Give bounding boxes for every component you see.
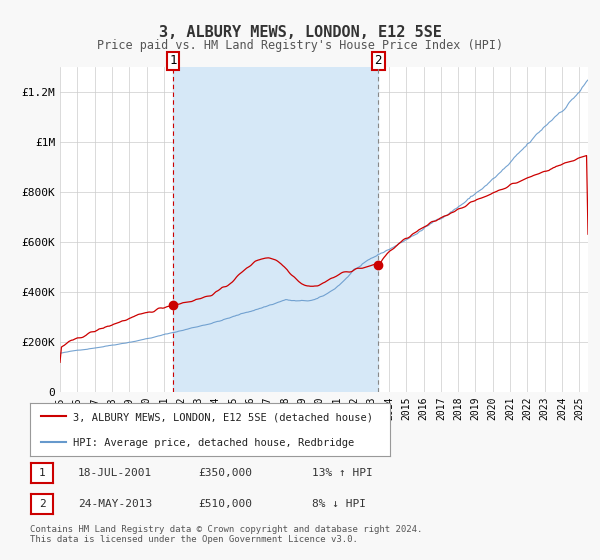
Text: £350,000: £350,000 (198, 468, 252, 478)
Text: 1: 1 (169, 54, 177, 67)
Text: 18-JUL-2001: 18-JUL-2001 (78, 468, 152, 478)
Text: 8% ↓ HPI: 8% ↓ HPI (312, 499, 366, 509)
Text: 3, ALBURY MEWS, LONDON, E12 5SE: 3, ALBURY MEWS, LONDON, E12 5SE (158, 25, 442, 40)
Text: £510,000: £510,000 (198, 499, 252, 509)
Bar (173, 67, 379, 392)
Text: 2: 2 (38, 499, 46, 509)
Text: HPI: Average price, detached house, Redbridge: HPI: Average price, detached house, Redb… (73, 437, 355, 447)
Text: Contains HM Land Registry data © Crown copyright and database right 2024.
This d: Contains HM Land Registry data © Crown c… (30, 525, 422, 544)
Text: Price paid vs. HM Land Registry's House Price Index (HPI): Price paid vs. HM Land Registry's House … (97, 39, 503, 52)
Text: 24-MAY-2013: 24-MAY-2013 (78, 499, 152, 509)
Text: 1: 1 (38, 468, 46, 478)
Text: 13% ↑ HPI: 13% ↑ HPI (312, 468, 373, 478)
Text: 3, ALBURY MEWS, LONDON, E12 5SE (detached house): 3, ALBURY MEWS, LONDON, E12 5SE (detache… (73, 413, 373, 423)
Text: 2: 2 (374, 54, 382, 67)
